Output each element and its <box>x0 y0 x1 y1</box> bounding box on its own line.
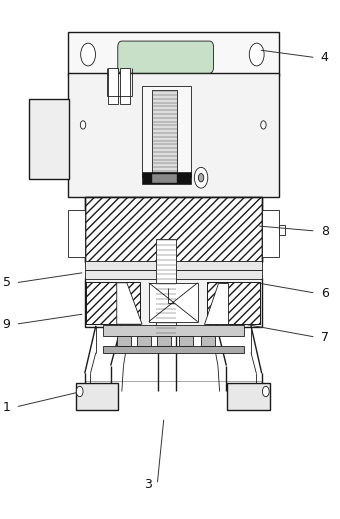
Bar <box>262 210 279 257</box>
Bar <box>103 325 244 336</box>
Bar <box>85 197 262 262</box>
Bar <box>86 282 140 324</box>
Text: 7: 7 <box>321 331 329 344</box>
Bar <box>142 86 191 176</box>
Bar <box>85 278 262 327</box>
Bar <box>120 68 130 104</box>
Text: 3: 3 <box>144 478 152 491</box>
Circle shape <box>198 173 204 182</box>
Bar <box>142 171 191 184</box>
Bar <box>85 261 262 270</box>
Bar <box>156 239 176 335</box>
Circle shape <box>81 43 96 66</box>
Text: 5: 5 <box>2 276 11 289</box>
Bar <box>152 90 177 172</box>
Bar <box>68 210 85 257</box>
Bar <box>149 283 198 322</box>
Bar <box>137 336 151 347</box>
Bar <box>117 336 131 347</box>
Circle shape <box>261 121 266 129</box>
Text: 1: 1 <box>3 401 11 414</box>
Bar <box>68 32 278 76</box>
FancyBboxPatch shape <box>118 41 214 73</box>
Circle shape <box>262 386 269 397</box>
Circle shape <box>80 121 86 129</box>
Bar <box>29 99 69 179</box>
Bar <box>227 383 270 409</box>
Bar <box>85 270 262 279</box>
Bar <box>201 336 215 347</box>
Bar <box>278 225 285 235</box>
Circle shape <box>249 43 264 66</box>
Bar <box>86 282 140 324</box>
Bar <box>68 73 278 197</box>
Bar <box>103 347 244 353</box>
Bar <box>207 282 260 324</box>
Bar <box>108 68 118 104</box>
Bar <box>157 336 171 347</box>
Circle shape <box>194 167 208 188</box>
Text: 9: 9 <box>3 318 11 331</box>
Bar <box>152 173 177 183</box>
Bar <box>207 282 260 324</box>
Text: 4: 4 <box>321 51 329 64</box>
Bar <box>85 197 262 262</box>
Bar <box>179 336 193 347</box>
Bar <box>75 383 118 409</box>
Text: 6: 6 <box>321 286 329 299</box>
Circle shape <box>76 386 83 397</box>
Polygon shape <box>204 283 228 324</box>
Text: 8: 8 <box>321 225 329 238</box>
Polygon shape <box>117 283 142 324</box>
